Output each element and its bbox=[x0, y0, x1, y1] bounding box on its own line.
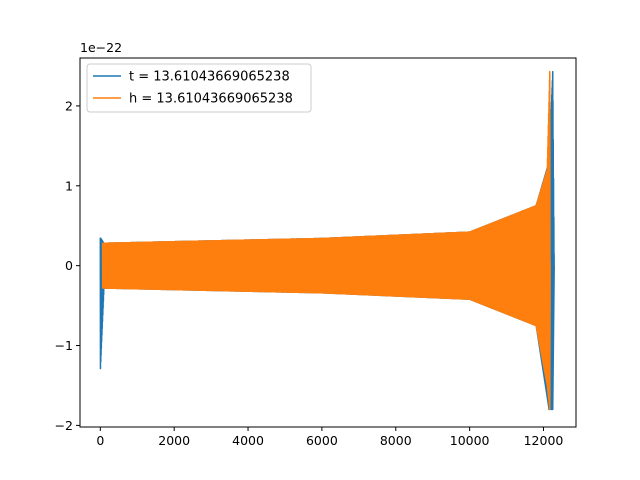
legend: t = 13.61043669065238 h = 13.610436690652… bbox=[86, 63, 312, 113]
y-tick-label: 2 bbox=[65, 98, 73, 113]
x-tick-label: 12000 bbox=[524, 433, 564, 448]
y-tick-label: 0 bbox=[65, 258, 73, 273]
offset-text: 1e−22 bbox=[80, 40, 122, 55]
x-tick-label: 8000 bbox=[380, 433, 412, 448]
series-line-h bbox=[101, 70, 551, 411]
legend-label: h = 13.61043669065238 bbox=[129, 92, 293, 107]
legend-label: t = 13.61043669065238 bbox=[129, 70, 290, 85]
x-tick-label: 10000 bbox=[450, 433, 490, 448]
y-tick-label: −2 bbox=[55, 418, 73, 433]
x-tick-label: 6000 bbox=[306, 433, 338, 448]
x-tick-label: 4000 bbox=[232, 433, 264, 448]
y-tick-label: −1 bbox=[55, 338, 73, 353]
legend-box bbox=[86, 63, 312, 113]
axes-frame bbox=[79, 57, 577, 428]
x-tick-label: 0 bbox=[96, 433, 104, 448]
x-tick-label: 2000 bbox=[158, 433, 190, 448]
y-tick-label: 1 bbox=[65, 178, 73, 193]
